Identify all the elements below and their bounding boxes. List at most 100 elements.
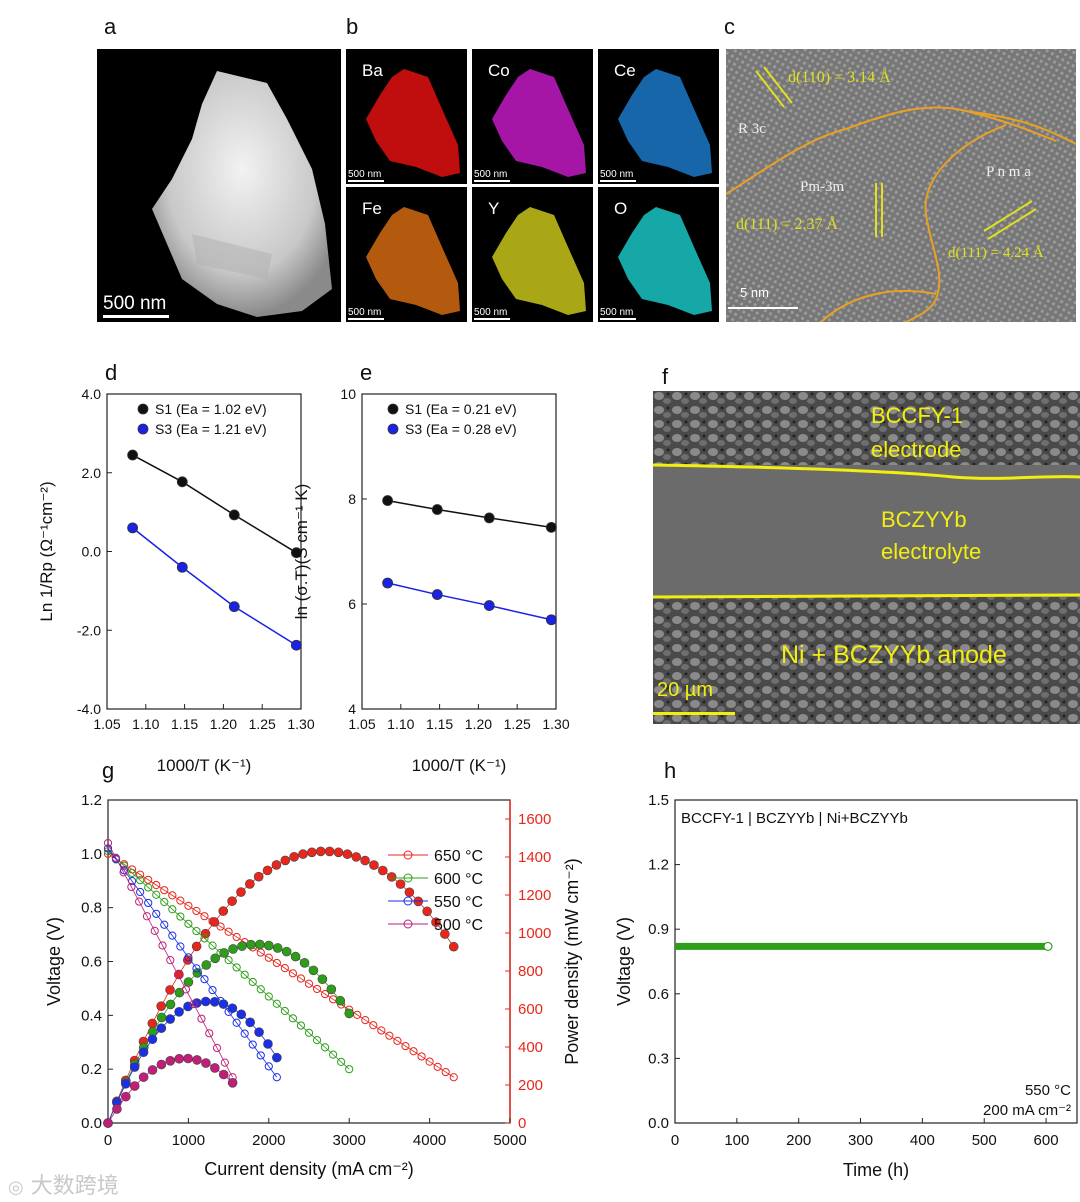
voltage-point <box>312 1035 322 1045</box>
edx-map-co: Co 500 nm <box>472 49 593 184</box>
legend-label: S1 (Ea = 0.21 eV) <box>405 401 517 417</box>
power-point <box>272 1052 282 1063</box>
legend-label: 650 °C <box>434 848 483 865</box>
annotation-current: 200 mA cm⁻² <box>983 1102 1071 1119</box>
voltage-point <box>184 919 193 928</box>
voltage-point <box>409 1047 418 1056</box>
data-point <box>483 512 495 524</box>
voltage-point <box>337 1057 346 1066</box>
voltage-point <box>304 1028 314 1037</box>
power-point <box>129 1081 140 1091</box>
power-point <box>289 852 299 862</box>
legend-label: 550 °C <box>434 894 483 911</box>
voltage-point <box>135 897 144 906</box>
edx-element-label: Ce <box>614 61 636 80</box>
edx-particle-shape <box>618 69 712 177</box>
panel-f-sem-image: BCCFY-1 electrode BCZYYb electrolyte Ni … <box>653 391 1080 724</box>
scale-bar <box>348 318 384 320</box>
data-point <box>228 509 240 521</box>
legend-marker <box>403 873 413 883</box>
x-tick-label: 200 <box>786 1132 811 1149</box>
scale-bar <box>600 318 636 320</box>
power-point <box>317 974 328 985</box>
scale-bar-label: 500 nm <box>103 293 167 314</box>
x-tick-label: 1.05 <box>348 716 375 732</box>
power-point <box>112 1104 122 1114</box>
power-point <box>298 849 308 859</box>
power-point <box>165 1014 176 1024</box>
voltage-point <box>224 956 233 965</box>
voltage-point <box>272 958 281 968</box>
power-point <box>378 865 388 876</box>
data-point <box>382 577 394 589</box>
edx-particle-shape <box>366 207 460 315</box>
voltage-point <box>385 1031 394 1040</box>
power-point <box>174 1007 184 1017</box>
edx-element-label: Y <box>488 199 500 218</box>
data-point <box>176 476 188 488</box>
voltage-point <box>176 912 185 921</box>
scale-bar-label: 500 nm <box>474 169 508 180</box>
voltage-point <box>240 1029 249 1038</box>
power-point <box>227 896 237 906</box>
power-point <box>218 999 229 1009</box>
voltage-point <box>160 920 169 929</box>
power-point <box>147 1034 158 1045</box>
power-point <box>156 1001 166 1011</box>
voltage-point <box>144 898 153 908</box>
x-axis-label: Current density (mA cm⁻²) <box>204 1159 414 1179</box>
voltage-point <box>220 1058 229 1067</box>
annotation-temperature: 550 °C <box>1025 1082 1071 1099</box>
x-tick-label: 1.20 <box>210 716 237 732</box>
phase-label-pm3m: Pm-3m <box>800 179 845 195</box>
power-point <box>192 1055 202 1065</box>
voltage-point <box>272 1073 281 1082</box>
power-point <box>183 977 194 987</box>
power-point <box>272 943 283 953</box>
y2-tick-label: 1600 <box>518 811 551 828</box>
legend-label: S3 (Ea = 1.21 eV) <box>155 421 267 437</box>
chart-g: g0 1000 2000 3000 4000 50000.00.20.40.60.81.0… <box>44 758 582 1179</box>
voltage-point <box>200 975 209 984</box>
edx-element-label: Ba <box>362 61 383 80</box>
y-tick-label: 1.5 <box>648 792 669 809</box>
voltage-point <box>168 905 177 914</box>
voltage-point <box>160 886 169 895</box>
power-point <box>147 1018 158 1029</box>
x-tick-label: 300 <box>848 1132 873 1149</box>
power-point <box>271 860 282 870</box>
voltage-curve <box>107 848 278 1078</box>
voltage-point <box>377 1026 386 1035</box>
y-tick-label: 0.4 <box>81 1007 102 1024</box>
voltage-point <box>166 956 175 965</box>
voltage-point <box>176 942 185 951</box>
power-point <box>351 852 362 862</box>
x-tick-label: 2000 <box>252 1132 285 1149</box>
power-point <box>129 1062 140 1072</box>
scale-bar <box>103 315 169 318</box>
power-point <box>263 1039 273 1049</box>
y2-tick-label: 1400 <box>518 849 551 866</box>
power-point <box>264 940 274 951</box>
voltage-point <box>136 870 145 879</box>
legend-label: 600 °C <box>434 871 483 888</box>
voltage-point <box>232 932 241 942</box>
data-point <box>290 547 302 559</box>
series-line <box>132 454 297 554</box>
power-point <box>236 1009 247 1020</box>
x-tick-label: 1.20 <box>465 716 492 732</box>
power-point <box>227 1003 238 1014</box>
voltage-point <box>256 985 265 994</box>
power-point <box>386 872 397 882</box>
voltage-point <box>119 868 128 877</box>
scale-bar-label: 5 nm <box>740 285 769 300</box>
y-tick-label: 10 <box>340 386 356 402</box>
voltage-point <box>200 912 209 921</box>
y-tick-label: 1.2 <box>81 792 102 809</box>
voltage-point <box>136 887 145 897</box>
voltage-point <box>176 896 185 905</box>
legend-marker <box>137 423 149 435</box>
voltage-point <box>441 1067 450 1077</box>
scale-bar-label: 500 nm <box>600 169 634 180</box>
panel-c-letter: c <box>724 14 735 39</box>
